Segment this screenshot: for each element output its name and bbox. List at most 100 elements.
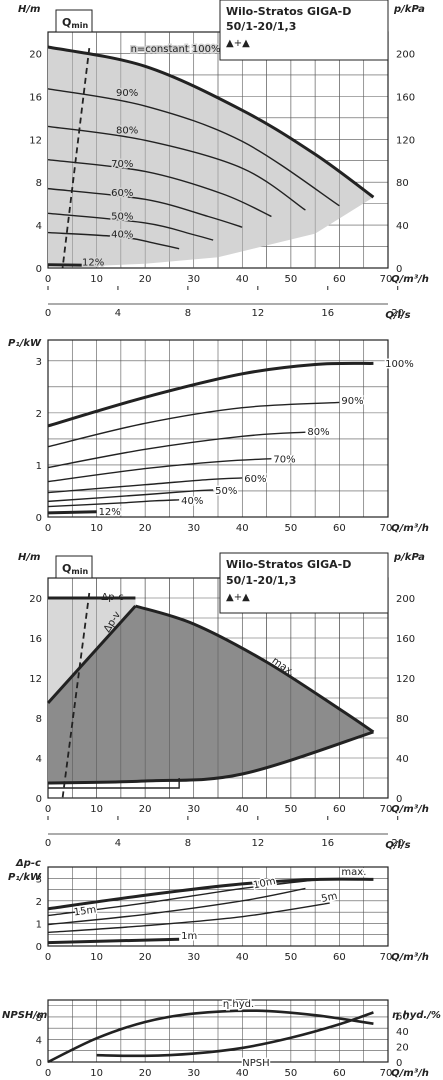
y-tick-label: 8 [36, 178, 42, 189]
power-curve-label: 12% [99, 507, 121, 518]
y2-tick-label: 120 [396, 674, 415, 685]
chart-subtitle: 50/1-20/1,3 [226, 574, 296, 587]
x-tick-label: 40 [236, 804, 249, 815]
curve-12 [47, 263, 97, 267]
power-curve-label: 90% [341, 396, 363, 407]
x2-axis-label: Q/l/s [385, 310, 410, 321]
x-tick-label: 70 [380, 804, 393, 815]
x2-tick-label: 8 [185, 838, 191, 849]
x-tick-label: 20 [139, 952, 152, 963]
y2-axis-label: p/kPa [393, 4, 425, 15]
x2-tick-label: 8 [185, 308, 191, 319]
x-tick-label: 60 [333, 804, 346, 815]
x-tick-label: 20 [139, 274, 152, 285]
chart-title: Wilo-Stratos GIGA-D [226, 5, 351, 18]
y-tick-label: 0 [36, 513, 42, 524]
x2-tick-label: 4 [115, 308, 121, 319]
x-tick-label: 60 [333, 274, 346, 285]
title-box [219, 552, 389, 614]
x-tick-label: 0 [45, 274, 51, 285]
curve-60 [47, 187, 243, 228]
y-tick-label: 1 [36, 461, 42, 472]
control-curve-label: 5m [320, 891, 338, 905]
curve-nconstant100 [47, 45, 375, 199]
chart-subtitle: 50/1-20/1,3 [226, 20, 296, 33]
y2-tick-label: 20 [396, 1043, 409, 1054]
power-chart: 0 10 20 30 40 50 60 70Q/m³/h 0 1 2 3 100% 90% 80% 70% 60… [8, 338, 429, 534]
x-tick-label: 40 [236, 1068, 249, 1079]
y2-tick-label: 40 [396, 1027, 409, 1038]
curve-40 [47, 231, 180, 250]
x2-tick-label: 0 [45, 308, 51, 319]
curve-label: 12% [82, 258, 104, 269]
curve-80 [47, 125, 306, 211]
x-tick-label: 0 [45, 952, 51, 963]
x-tick-label: 40 [236, 952, 249, 963]
y2-tick-label: 40 [396, 754, 409, 765]
npsh-curve-label: η hyd. [223, 999, 254, 1010]
control-power-curve [47, 877, 374, 911]
y-axis-label: H/m [18, 552, 40, 563]
y-tick-label: 20 [29, 594, 42, 605]
curve-label: 80% [116, 126, 138, 137]
y-tick-label: 3 [36, 357, 42, 368]
npsh-curve [47, 1009, 374, 1064]
y-tick-label: 2 [36, 897, 42, 908]
curve-label: 70% [111, 159, 133, 170]
x-axis-label: Q/m³/h [391, 804, 429, 815]
y2-tick-label: 200 [396, 594, 415, 605]
y2-tick-label: 60 [396, 1012, 409, 1023]
y2-tick-label: 0 [396, 794, 402, 805]
x-tick-label: 70 [380, 952, 393, 963]
x-tick-label: 70 [380, 523, 393, 534]
curve-50 [47, 212, 214, 241]
y-tick-label: 4 [36, 221, 42, 232]
y-axis-label: P₁/kW [8, 338, 42, 349]
control-power-curve [47, 878, 321, 917]
y2-tick-label: 160 [396, 634, 415, 645]
curve-label: 50% [111, 212, 133, 223]
y-tick-label: 16 [29, 634, 42, 645]
x2-axis-label: Q/l/s [385, 840, 410, 851]
y2-tick-label: 160 [396, 92, 415, 103]
y2-tick-label: 120 [396, 135, 415, 146]
curve-90 [47, 88, 340, 207]
qmin-sub: min [71, 567, 88, 576]
x-tick-label: 30 [187, 274, 200, 285]
x-tick-label: 60 [333, 1068, 346, 1079]
power-curve-label: 100% [385, 359, 414, 370]
curve-70 [47, 158, 272, 218]
y-tick-label: 3 [36, 874, 42, 885]
chart-title: Wilo-Stratos GIGA-D [226, 558, 351, 571]
y-tick-label: 2 [36, 409, 42, 420]
power-curve [47, 477, 243, 494]
x2-tick-label: 16 [321, 308, 334, 319]
x-tick-label: 10 [90, 274, 103, 285]
y2-tick-label: 0 [396, 1058, 402, 1069]
x2-tick-label: 12 [251, 838, 264, 849]
dpv-line [46, 604, 137, 705]
y-tick-label: 1 [36, 919, 42, 930]
y-tick-label: 12 [29, 674, 42, 685]
x2-tick-label: 4 [115, 838, 121, 849]
x-tick-label: 20 [139, 523, 152, 534]
plot-frame [47, 339, 389, 518]
y2-tick-label: 80 [396, 714, 409, 725]
y-tick-label: 0 [36, 794, 42, 805]
power-curve [47, 361, 374, 428]
x-tick-label: 70 [380, 274, 393, 285]
qmin-box [55, 9, 93, 33]
x-axis-label: Q/m³/h [391, 952, 429, 963]
x2-tick-label: 20 [391, 308, 404, 319]
power-curve [47, 510, 97, 515]
x-tick-label: 30 [187, 952, 200, 963]
y-axis-label-top: Δp-c [15, 858, 41, 869]
x-tick-label: 0 [45, 1068, 51, 1079]
x2-tick-label: 20 [391, 838, 404, 849]
power-control-chart: 0 10 20 30 40 50 60 70Q/m³/h0123max.15m10m5m1mΔ… [8, 858, 429, 963]
x-tick-label: 40 [236, 274, 249, 285]
y-tick-label: 16 [29, 92, 42, 103]
pump-badge: ▲+▲ [226, 38, 250, 49]
control-curve-label: 15m [73, 904, 97, 918]
